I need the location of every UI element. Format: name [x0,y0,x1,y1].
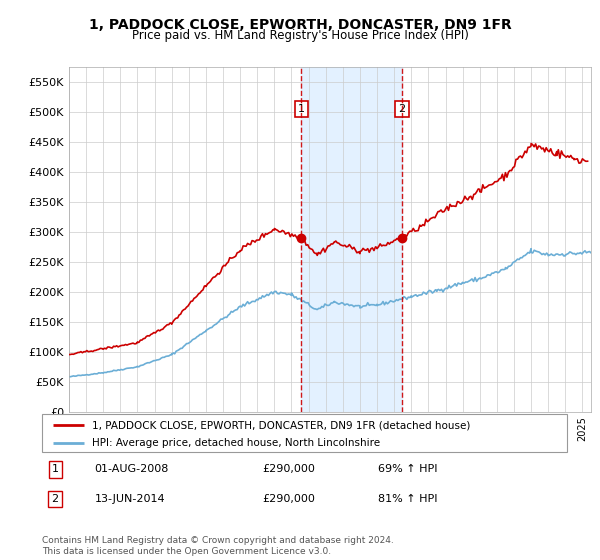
FancyBboxPatch shape [42,414,567,452]
Text: 2: 2 [52,494,59,504]
Text: 81% ↑ HPI: 81% ↑ HPI [378,494,437,504]
Text: 01-AUG-2008: 01-AUG-2008 [95,464,169,474]
Text: Price paid vs. HM Land Registry's House Price Index (HPI): Price paid vs. HM Land Registry's House … [131,29,469,42]
Text: 13-JUN-2014: 13-JUN-2014 [95,494,165,504]
Text: 1, PADDOCK CLOSE, EPWORTH, DONCASTER, DN9 1FR (detached house): 1, PADDOCK CLOSE, EPWORTH, DONCASTER, DN… [92,420,470,430]
Bar [301,67,402,412]
Text: 1: 1 [298,104,305,114]
Text: £290,000: £290,000 [263,464,316,474]
Text: HPI: Average price, detached house, North Lincolnshire: HPI: Average price, detached house, Nort… [92,438,380,448]
Text: 2: 2 [398,104,405,114]
Text: 1: 1 [52,464,59,474]
Text: Contains HM Land Registry data © Crown copyright and database right 2024.
This d: Contains HM Land Registry data © Crown c… [42,536,394,556]
Text: 1, PADDOCK CLOSE, EPWORTH, DONCASTER, DN9 1FR: 1, PADDOCK CLOSE, EPWORTH, DONCASTER, DN… [89,18,511,32]
Text: 69% ↑ HPI: 69% ↑ HPI [378,464,437,474]
Text: £290,000: £290,000 [263,494,316,504]
